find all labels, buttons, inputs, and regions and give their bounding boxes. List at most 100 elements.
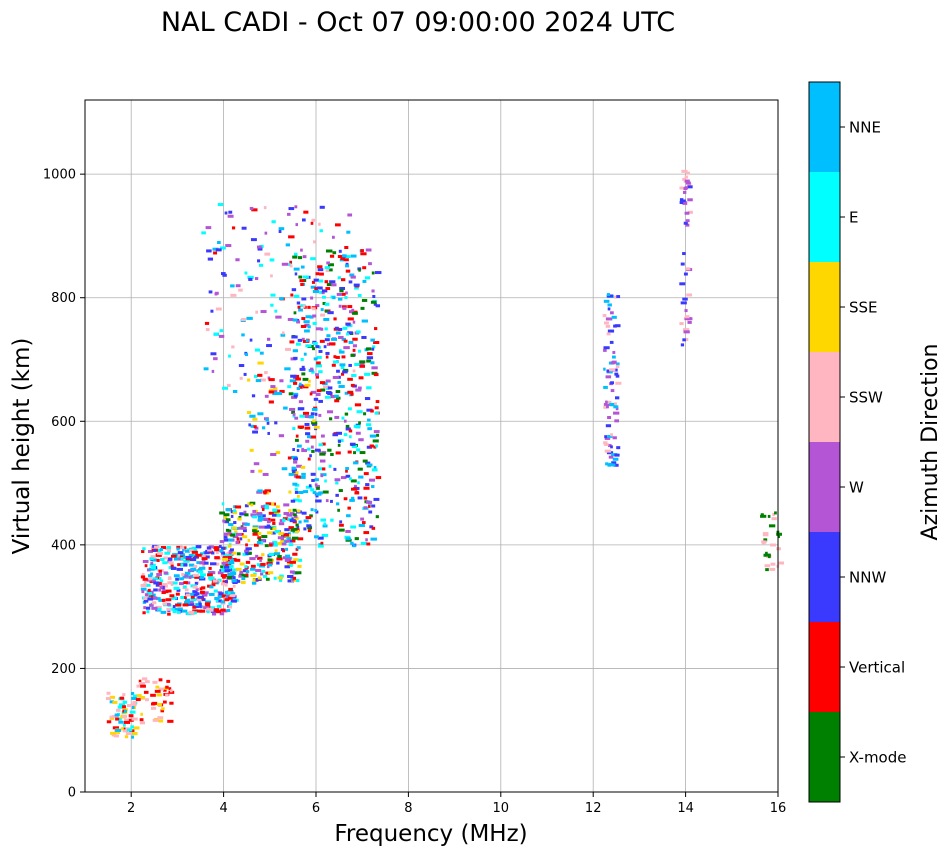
- echo-point: [319, 459, 326, 463]
- echo-point: [226, 608, 231, 612]
- echo-point: [288, 526, 294, 530]
- echo-point: [612, 436, 617, 440]
- echo-point: [212, 579, 218, 583]
- echo-point: [310, 445, 314, 449]
- echo-point: [332, 375, 340, 379]
- echo-point: [293, 513, 297, 517]
- echo-point: [122, 693, 126, 697]
- echo-point: [251, 394, 256, 398]
- y-axis-ticks: 0 200 400 600 800 1000: [43, 168, 85, 801]
- echo-point: [151, 601, 157, 605]
- echo-point: [259, 351, 264, 355]
- echo-point: [239, 376, 243, 380]
- echo-point: [150, 572, 154, 576]
- echo-point: [179, 555, 185, 559]
- echo-point: [227, 554, 233, 558]
- echo-point: [194, 555, 199, 559]
- echo-point: [124, 735, 129, 739]
- echo-point: [314, 535, 319, 539]
- echo-point: [318, 279, 324, 283]
- echo-point: [288, 490, 292, 494]
- echo-point: [142, 559, 149, 563]
- echo-point: [158, 588, 162, 592]
- echo-point: [199, 575, 204, 579]
- echo-point: [291, 410, 295, 414]
- echo-point: [199, 566, 206, 570]
- echo-point: [193, 548, 198, 552]
- echo-point: [301, 218, 306, 222]
- echo-point: [227, 572, 233, 576]
- echo-point: [324, 266, 331, 270]
- echo-point: [330, 499, 333, 503]
- echo-point: [154, 689, 161, 693]
- echo-point: [328, 464, 332, 468]
- echo-point: [607, 307, 611, 311]
- echo-point: [294, 490, 299, 494]
- echo-point: [360, 517, 365, 521]
- echo-point: [289, 379, 297, 383]
- echo-point: [295, 377, 301, 381]
- echo-point: [283, 503, 290, 507]
- echo-point: [602, 314, 607, 318]
- echo-point: [223, 556, 229, 560]
- echo-point: [290, 576, 294, 580]
- echo-point: [368, 504, 371, 508]
- echo-point: [316, 361, 321, 365]
- echo-point: [151, 566, 156, 570]
- echo-point: [122, 700, 128, 704]
- echo-point: [162, 700, 167, 704]
- echo-point: [339, 289, 344, 293]
- echo-point: [250, 503, 254, 507]
- echo-point: [265, 502, 272, 506]
- echo-point: [362, 279, 367, 283]
- echo-point: [311, 218, 316, 222]
- echo-point: [230, 571, 237, 575]
- echo-point: [239, 570, 244, 574]
- echo-point: [184, 596, 187, 600]
- echo-point: [272, 521, 276, 525]
- echo-point: [364, 397, 371, 401]
- echo-point: [238, 288, 243, 292]
- echo-point: [209, 571, 216, 575]
- echo-point: [289, 563, 293, 567]
- echo-point: [348, 280, 353, 284]
- echo-point: [294, 529, 300, 533]
- echo-point: [371, 271, 375, 275]
- echo-point: [144, 583, 151, 587]
- echo-point: [687, 320, 692, 324]
- echo-point: [110, 731, 117, 735]
- echo-point: [772, 512, 775, 516]
- echo-point: [612, 457, 619, 461]
- echo-point: [370, 409, 374, 413]
- echo-point: [106, 720, 112, 724]
- echo-point: [221, 568, 224, 572]
- echo-point: [296, 318, 300, 322]
- echo-point: [297, 537, 304, 541]
- echo-point: [222, 273, 227, 277]
- echo-point: [340, 476, 347, 480]
- echo-point: [158, 687, 164, 691]
- echo-point: [289, 407, 296, 411]
- echo-point: [201, 558, 206, 562]
- echo-point: [616, 362, 620, 366]
- echo-point: [303, 210, 309, 214]
- echo-point: [199, 561, 205, 565]
- echo-point: [124, 718, 130, 722]
- echo-point: [604, 436, 611, 440]
- echo-point: [370, 537, 377, 541]
- echo-point: [345, 262, 349, 266]
- echo-point: [369, 444, 374, 448]
- echo-point: [255, 379, 262, 383]
- echo-point: [304, 414, 310, 418]
- echo-point: [241, 333, 245, 337]
- echo-point: [147, 588, 151, 592]
- echo-point: [325, 269, 330, 273]
- echo-point: [305, 344, 312, 348]
- echo-point: [235, 532, 242, 536]
- echo-point: [221, 561, 228, 565]
- echo-point: [369, 434, 377, 438]
- echo-point: [294, 205, 298, 209]
- echo-point: [372, 294, 376, 298]
- echo-point: [270, 303, 274, 307]
- echo-point: [256, 512, 263, 516]
